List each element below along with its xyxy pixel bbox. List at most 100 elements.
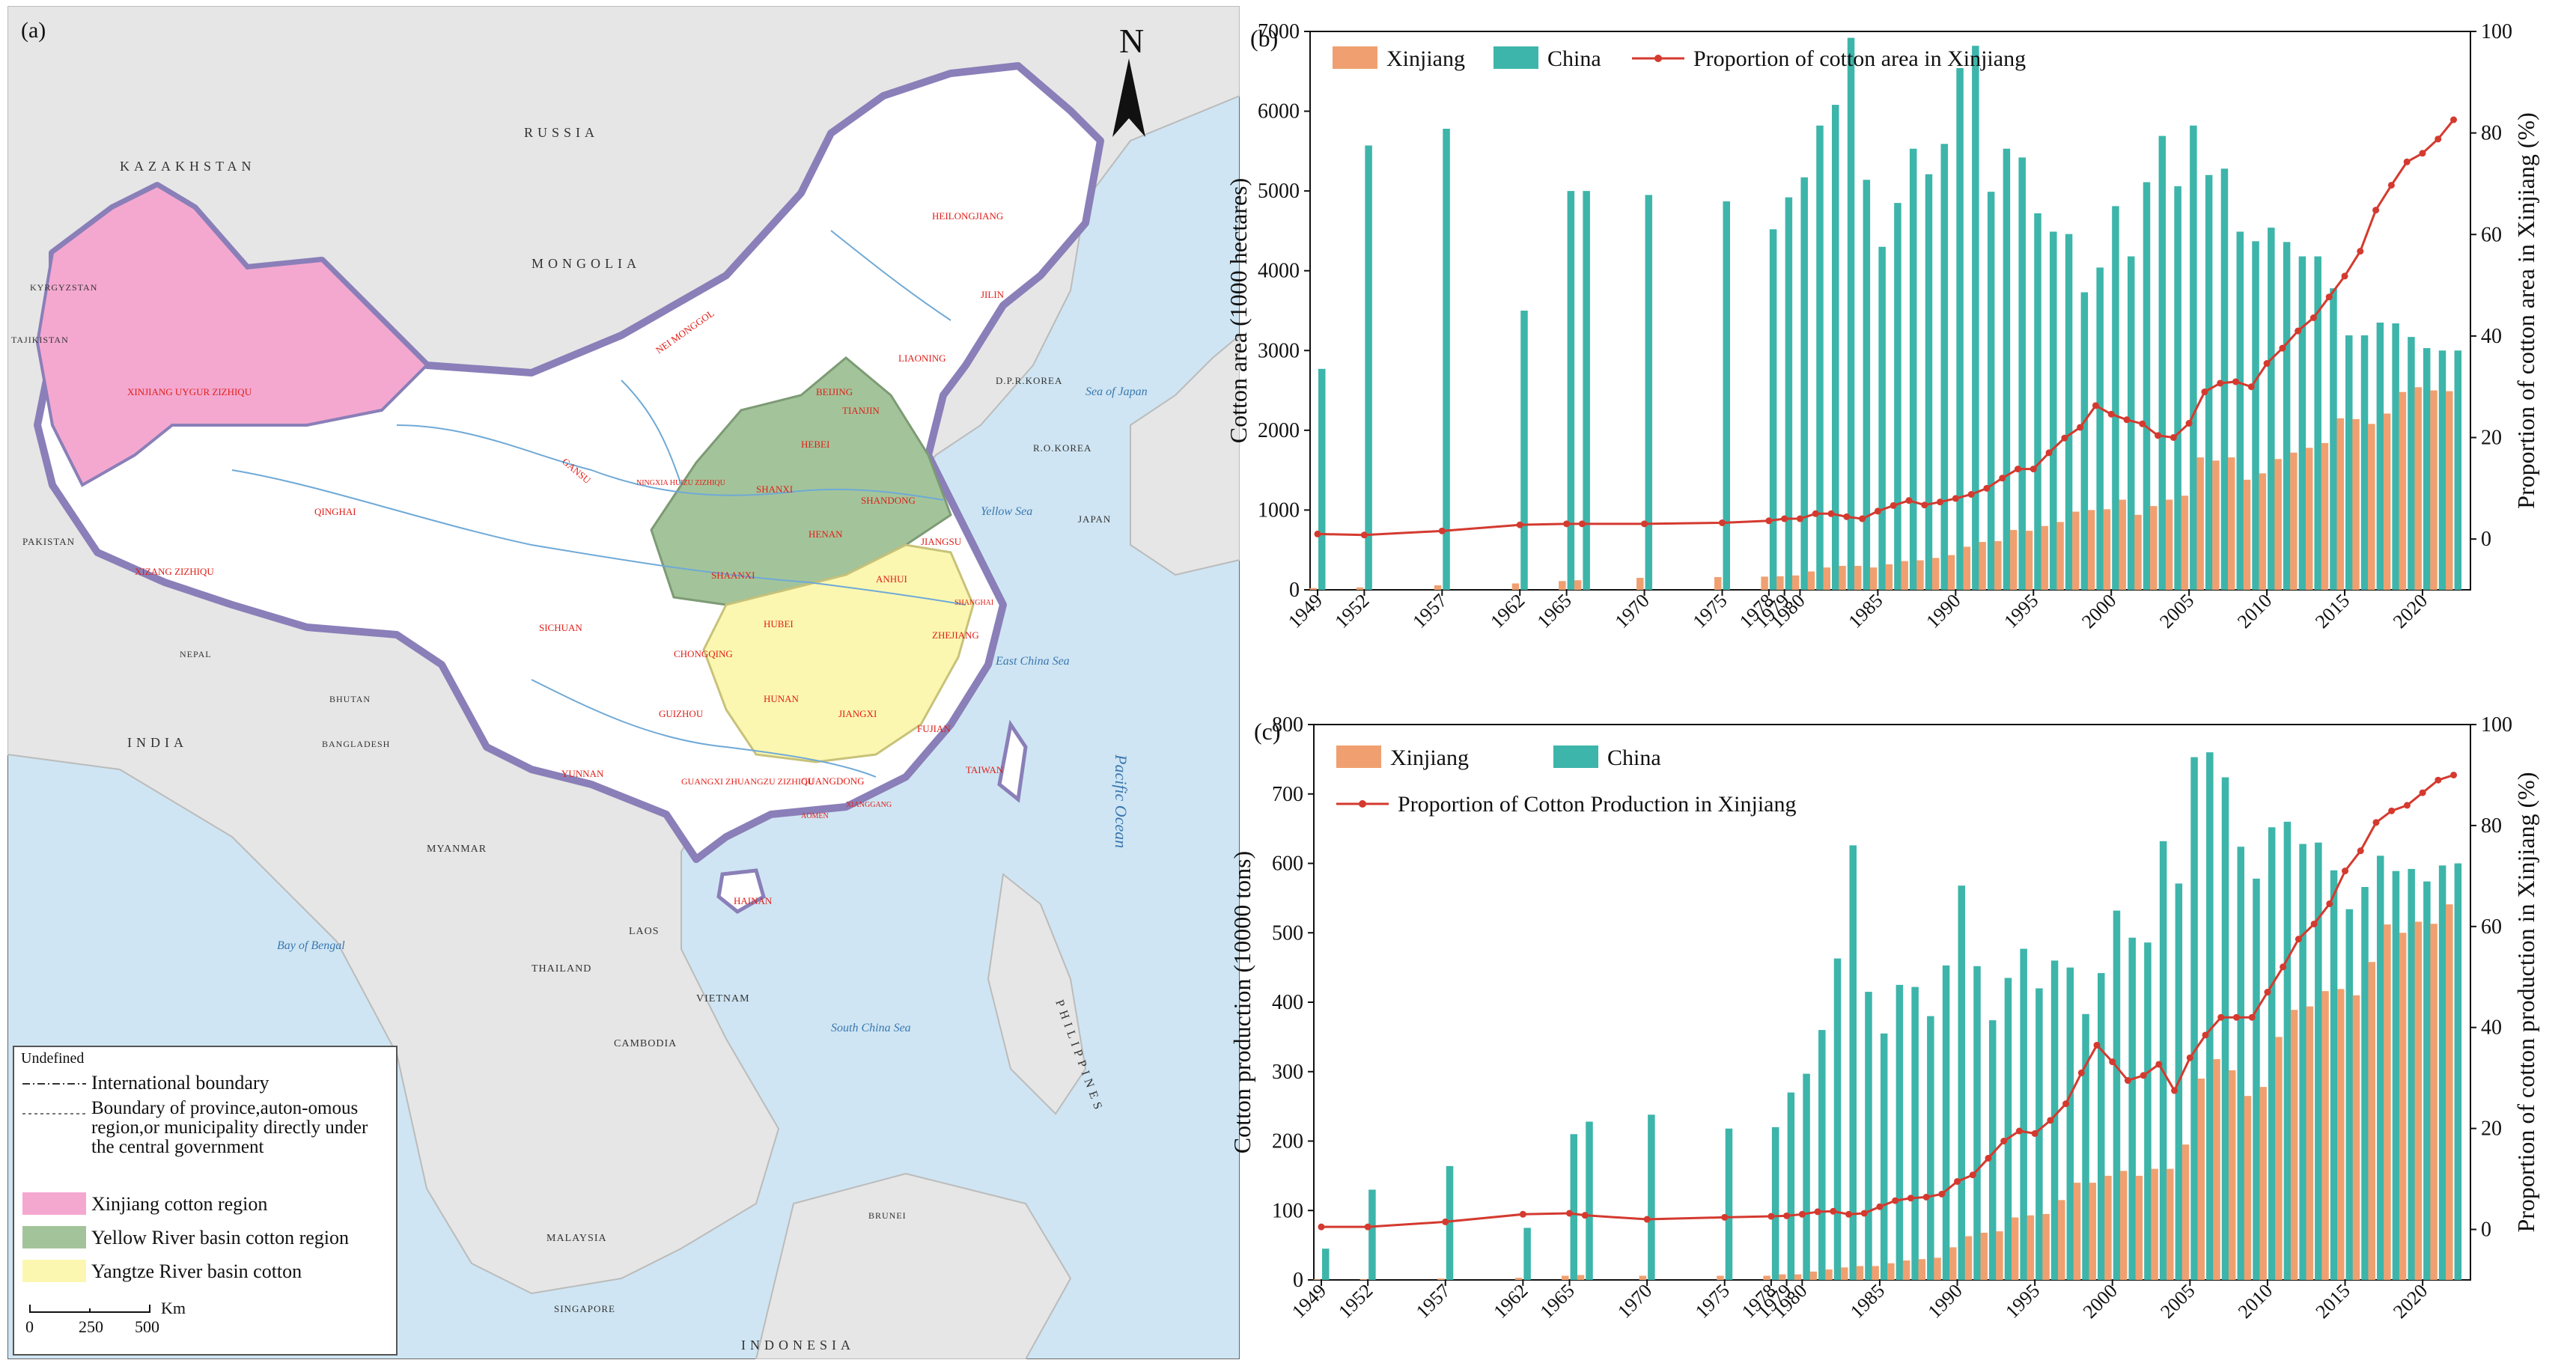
proportion-point — [2031, 1129, 2038, 1137]
country-label: BHUTAN — [329, 694, 371, 704]
bar-china — [2454, 863, 2462, 1280]
legend-label-china: China — [1547, 46, 1601, 71]
bar-china — [2408, 868, 2415, 1280]
bar-china — [2376, 856, 2384, 1280]
bar-china — [1648, 1115, 1655, 1280]
proportion-point — [2155, 432, 2162, 439]
bar-china — [1925, 174, 1933, 590]
country-label: KAZAKHSTAN — [120, 159, 256, 174]
proportion-point — [2295, 936, 2302, 943]
bar-xinjiang — [2414, 387, 2422, 590]
bar-xinjiang — [1574, 580, 1582, 590]
bar-xinjiang — [1511, 583, 1520, 590]
province-label: SICHUAN — [539, 622, 582, 633]
province-label: SHANDONG — [861, 495, 916, 506]
bar-china — [2345, 335, 2353, 590]
bar-xinjiang — [2243, 479, 2251, 590]
bar-china — [2220, 168, 2229, 590]
province-label: ZHEJIANG — [932, 629, 979, 641]
bar-xinjiang — [2165, 499, 2173, 590]
bar-china — [2004, 978, 2012, 1280]
y-tick-label: 2000 — [1258, 419, 1300, 442]
bar-xinjiang — [1313, 1279, 1321, 1280]
bar-xinjiang — [2352, 995, 2360, 1280]
bar-xinjiang — [1823, 567, 1831, 590]
bar-china — [1894, 203, 1901, 591]
bar-xinjiang — [2103, 509, 2111, 590]
proportion-point — [1827, 510, 1835, 517]
bar-xinjiang — [2058, 1200, 2065, 1280]
province-label: XIZANG ZIZHIQU — [135, 566, 214, 577]
bar-xinjiang — [1825, 1269, 1833, 1280]
bar-china — [1785, 197, 1793, 590]
y-tick-label: 300 — [1272, 1061, 1303, 1084]
proportion-point — [1563, 520, 1571, 528]
country-label: BANGLADESH — [322, 739, 390, 749]
bar-xinjiang — [2009, 530, 2018, 590]
bar-xinjiang — [2181, 1144, 2190, 1280]
y-tick-label: 1000 — [1258, 498, 1300, 522]
province-label: GUIZHOU — [659, 708, 704, 719]
bar-china — [2082, 1013, 2089, 1280]
bar-china — [1972, 46, 1979, 590]
proportion-point — [1442, 1218, 1449, 1225]
province-label: HUBEI — [764, 618, 794, 629]
province-label: JIANGSU — [921, 536, 962, 547]
bar-xinjiang — [2181, 496, 2189, 590]
y2-tick-label: 80 — [2481, 122, 2502, 145]
proportion-point — [1860, 1210, 1868, 1217]
bar-xinjiang — [2151, 1168, 2158, 1280]
bar-china — [2298, 256, 2306, 590]
bar-xinjiang — [2274, 459, 2282, 590]
legend-label-xinjiang: Xinjiang — [1390, 745, 1469, 770]
bar-china — [2438, 865, 2446, 1280]
bar-xinjiang — [1979, 542, 1986, 590]
bar-xinjiang — [2227, 457, 2235, 590]
x-tick-label: 1995 — [2000, 590, 2042, 632]
province-label: LIAONING — [898, 353, 946, 364]
bar-xinjiang — [1996, 1231, 2003, 1280]
proportion-point — [1814, 1208, 1821, 1216]
proportion-point — [2295, 327, 2302, 335]
proportion-point — [2092, 402, 2099, 409]
bar-xinjiang — [2072, 511, 2080, 590]
country-label: MYANMAR — [427, 844, 487, 855]
bar-china — [1863, 180, 1871, 591]
bar-xinjiang — [1809, 1271, 1818, 1280]
country-label: THAILAND — [532, 963, 591, 975]
proportion-point — [2124, 1077, 2131, 1085]
bar-xinjiang — [1963, 546, 1971, 590]
proportion-point — [2171, 1087, 2178, 1094]
bar-xinjiang — [2087, 510, 2095, 590]
proportion-point — [2248, 1013, 2256, 1021]
bar-china — [1787, 1092, 1795, 1280]
legend-swatch-yangtze — [22, 1260, 86, 1282]
bar-china — [1365, 145, 1372, 590]
proportion-point — [2139, 420, 2146, 427]
bar-xinjiang — [2290, 1010, 2298, 1280]
bar-china — [2314, 256, 2321, 590]
bar-china — [1771, 1126, 1779, 1280]
bar-china — [1832, 105, 1839, 590]
proportion-point — [1967, 491, 1975, 498]
country-label: INDONESIA — [741, 1338, 855, 1353]
sea-label: Sea of Japan — [1085, 385, 1148, 398]
bar-xinjiang — [2321, 991, 2329, 1280]
bar-china — [1988, 1020, 1997, 1280]
bar-xinjiang — [2430, 390, 2438, 590]
bar-china — [2221, 777, 2229, 1280]
proportion-point — [2155, 1061, 2163, 1068]
country-label: INDIA — [127, 735, 188, 750]
province-label: CHONGQING — [674, 648, 733, 659]
rivers — [231, 230, 966, 778]
x-tick-label: 1962 — [1486, 590, 1529, 632]
proportion-point — [1318, 1223, 1325, 1231]
sea-label: East China Sea — [995, 655, 1070, 668]
province-label: HUNAN — [764, 693, 800, 704]
province-label: TAIWAN — [966, 764, 1004, 775]
bar-xinjiang — [2213, 1059, 2220, 1280]
proportion-point — [2372, 207, 2380, 214]
scale-tick: 0 — [25, 1317, 34, 1336]
bar-xinjiang — [2399, 933, 2407, 1280]
bar-china — [2345, 909, 2354, 1280]
